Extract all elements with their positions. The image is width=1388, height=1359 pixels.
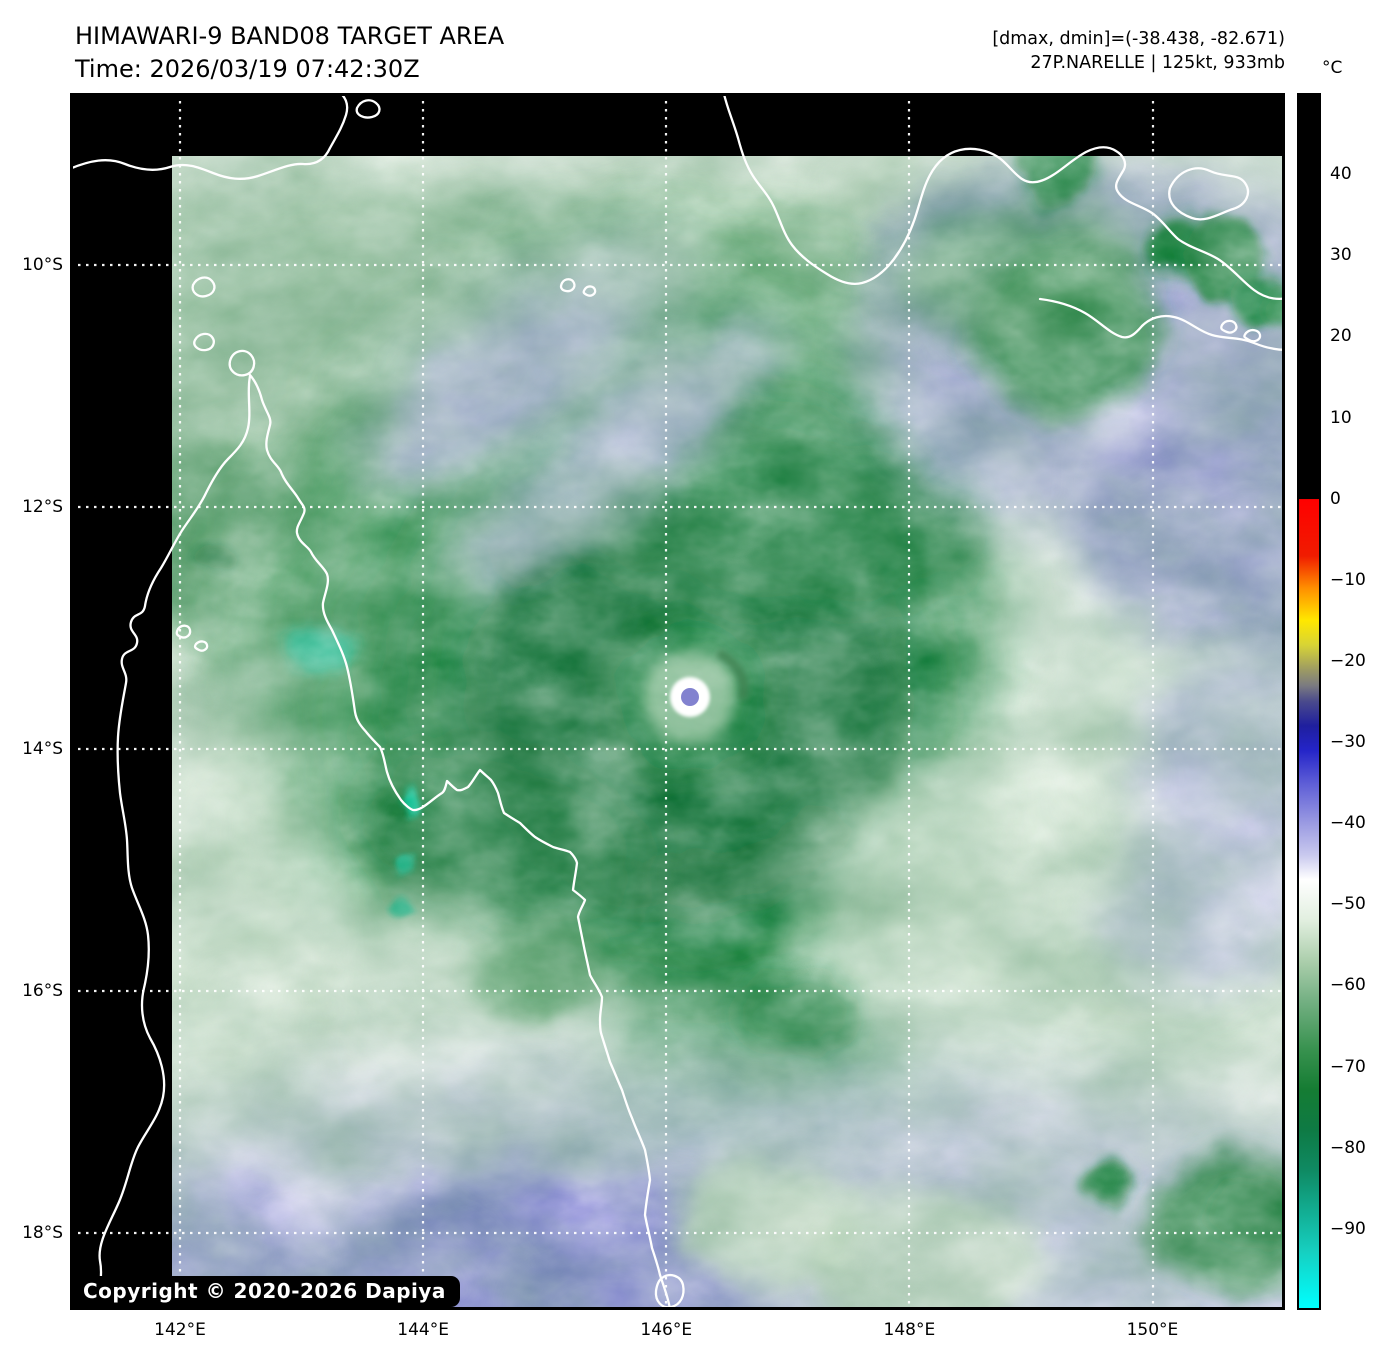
lat-tick-label: 18°S: [22, 1223, 63, 1243]
island-strait-b: [582, 285, 597, 297]
colorbar-tick-label: −10: [1330, 569, 1366, 590]
colorbar-tick-label: 0: [1330, 488, 1341, 509]
colorbar-tick-label: −20: [1330, 650, 1366, 671]
lon-tick-label: 150°E: [1126, 1320, 1179, 1340]
copyright-badge: Copyright © 2020-2026 Dapiya: [71, 1276, 460, 1307]
satellite-map: Copyright © 2020-2026 Dapiya: [70, 93, 1285, 1310]
coastline-new-guinea-west: [70, 93, 349, 180]
lat-tick-label: 16°S: [22, 981, 63, 1001]
island-milne-b: [1243, 328, 1262, 343]
island-torres-1: [191, 276, 216, 298]
colorbar-tick-label: 30: [1330, 245, 1352, 266]
lon-tick-label: 148°E: [883, 1320, 936, 1340]
island-daru: [355, 99, 381, 119]
lake-b: [193, 640, 209, 652]
annotation-block: [dmax, dmin]=(-38.438, -82.671) 27P.NARE…: [992, 27, 1285, 75]
colorbar-tick-label: −50: [1330, 894, 1366, 915]
temperature-colorbar: [1297, 93, 1321, 1310]
island-torres-2: [228, 349, 256, 377]
cloud-texture-dark: [172, 156, 1285, 1310]
colorbar-tick-label: −70: [1330, 1056, 1366, 1077]
colorbar-tick-label: 40: [1330, 164, 1352, 185]
coastline-new-guinea-east: [722, 93, 1285, 301]
lat-tick-label: 14°S: [22, 739, 63, 759]
colorbar-tick-label: 20: [1330, 326, 1352, 347]
colorbar-tick-label: −30: [1330, 732, 1366, 753]
graticule: [70, 93, 1285, 1310]
eyewall-hook: [715, 648, 749, 701]
island-torres-3: [193, 332, 215, 352]
island-milne-a: [1220, 319, 1238, 334]
island-dentrecasteaux: [1168, 167, 1250, 221]
imagery-layer: [172, 156, 1285, 1310]
colorbar-unit-label: °C: [1322, 58, 1343, 78]
lat-tick-label: 12°S: [22, 497, 63, 517]
lon-tick-label: 142°E: [154, 1320, 206, 1340]
lat-tick-label: 10°S: [22, 255, 63, 275]
lon-tick-label: 146°E: [640, 1320, 693, 1340]
colorbar-tick-label: −40: [1330, 813, 1366, 834]
lake-a: [175, 624, 192, 639]
page-title: HIMAWARI-9 BAND08 TARGET AREA: [75, 22, 505, 50]
coastline-australia: [93, 373, 672, 1310]
dmax-dmin-annotation: [dmax, dmin]=(-38.438, -82.671): [992, 29, 1285, 49]
colorbar-tick-label: −90: [1330, 1218, 1366, 1239]
timestamp: Time: 2026/03/19 07:42:30Z: [75, 55, 420, 83]
colorbar-tick-label: 10: [1330, 407, 1352, 428]
storm-annotation: 27P.NARELLE | 125kt, 933mb: [1030, 53, 1285, 73]
satellite-image: [70, 93, 1285, 1310]
header-block: HIMAWARI-9 BAND08 TARGET AREA Time: 2026…: [75, 20, 504, 86]
lon-tick-label: 144°E: [397, 1320, 449, 1340]
colorbar-tick-label: −60: [1330, 975, 1366, 996]
colorbar-tick-label: −80: [1330, 1137, 1366, 1158]
map-frame: [70, 93, 1285, 1310]
cyclone-eye: [681, 688, 699, 706]
island-strait-a: [559, 278, 576, 293]
